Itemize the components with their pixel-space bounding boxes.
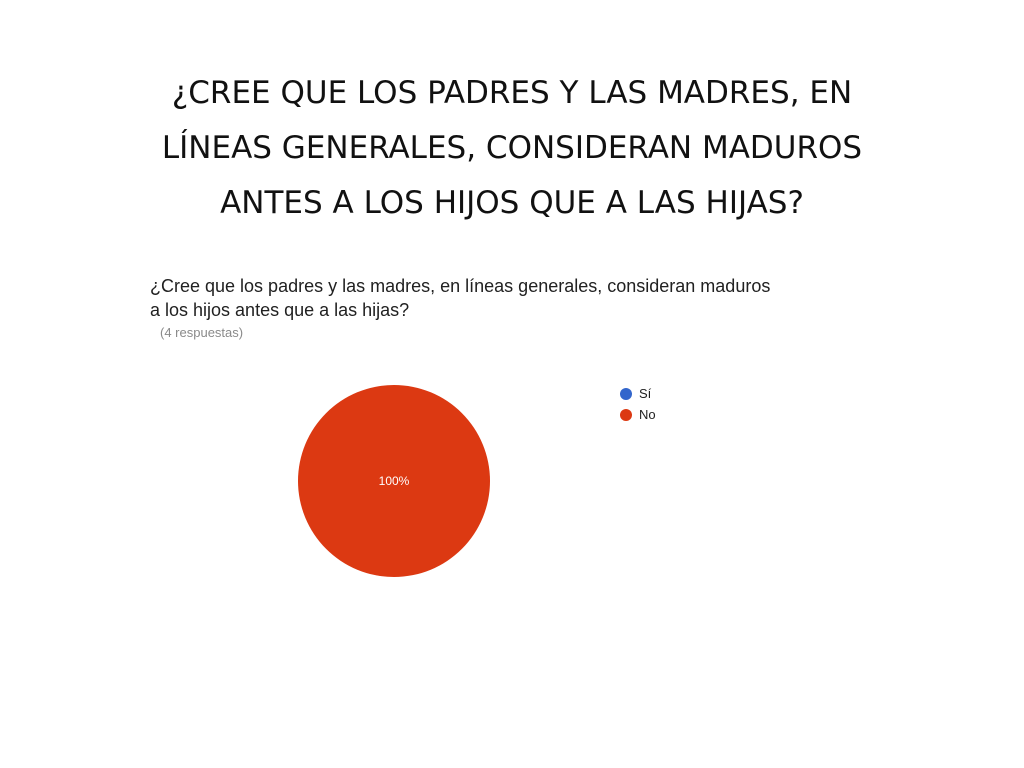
legend-swatch-si — [620, 387, 632, 400]
legend-label-si: Sí — [639, 386, 652, 401]
slide-title-line-1: ¿CREE QUE LOS PADRES Y LAS MADRES, EN — [171, 75, 853, 111]
pie-plot: 100% — [298, 385, 490, 577]
slide-title-line-3: ANTES A LOS HIJOS QUE A LAS HIJAS? — [220, 185, 804, 221]
legend-label-no: No — [639, 407, 656, 422]
chart-title: ¿Cree que los padres y las madres, en lí… — [150, 274, 890, 322]
chart-title-line-1: ¿Cree que los padres y las madres, en lí… — [150, 276, 771, 296]
pie-slice-label-no: 100% — [379, 474, 410, 488]
chart-subtitle: (4 respuestas) — [160, 325, 244, 340]
chart-title-line-2: a los hijos antes que a las hijas? — [150, 300, 410, 320]
slide-title: ¿CREE QUE LOS PADRES Y LAS MADRES, EN LÍ… — [60, 66, 964, 231]
legend: Sí No — [620, 383, 656, 425]
pie-chart: ¿Cree que los padres y las madres, en lí… — [140, 268, 900, 598]
legend-item-no[interactable]: No — [620, 404, 656, 425]
slide-title-line-2: LÍNEAS GENERALES, CONSIDERAN MADUROS — [161, 130, 863, 166]
pie-slice-no[interactable] — [298, 385, 490, 577]
legend-swatch-no — [620, 408, 632, 421]
legend-item-si[interactable]: Sí — [620, 383, 656, 404]
